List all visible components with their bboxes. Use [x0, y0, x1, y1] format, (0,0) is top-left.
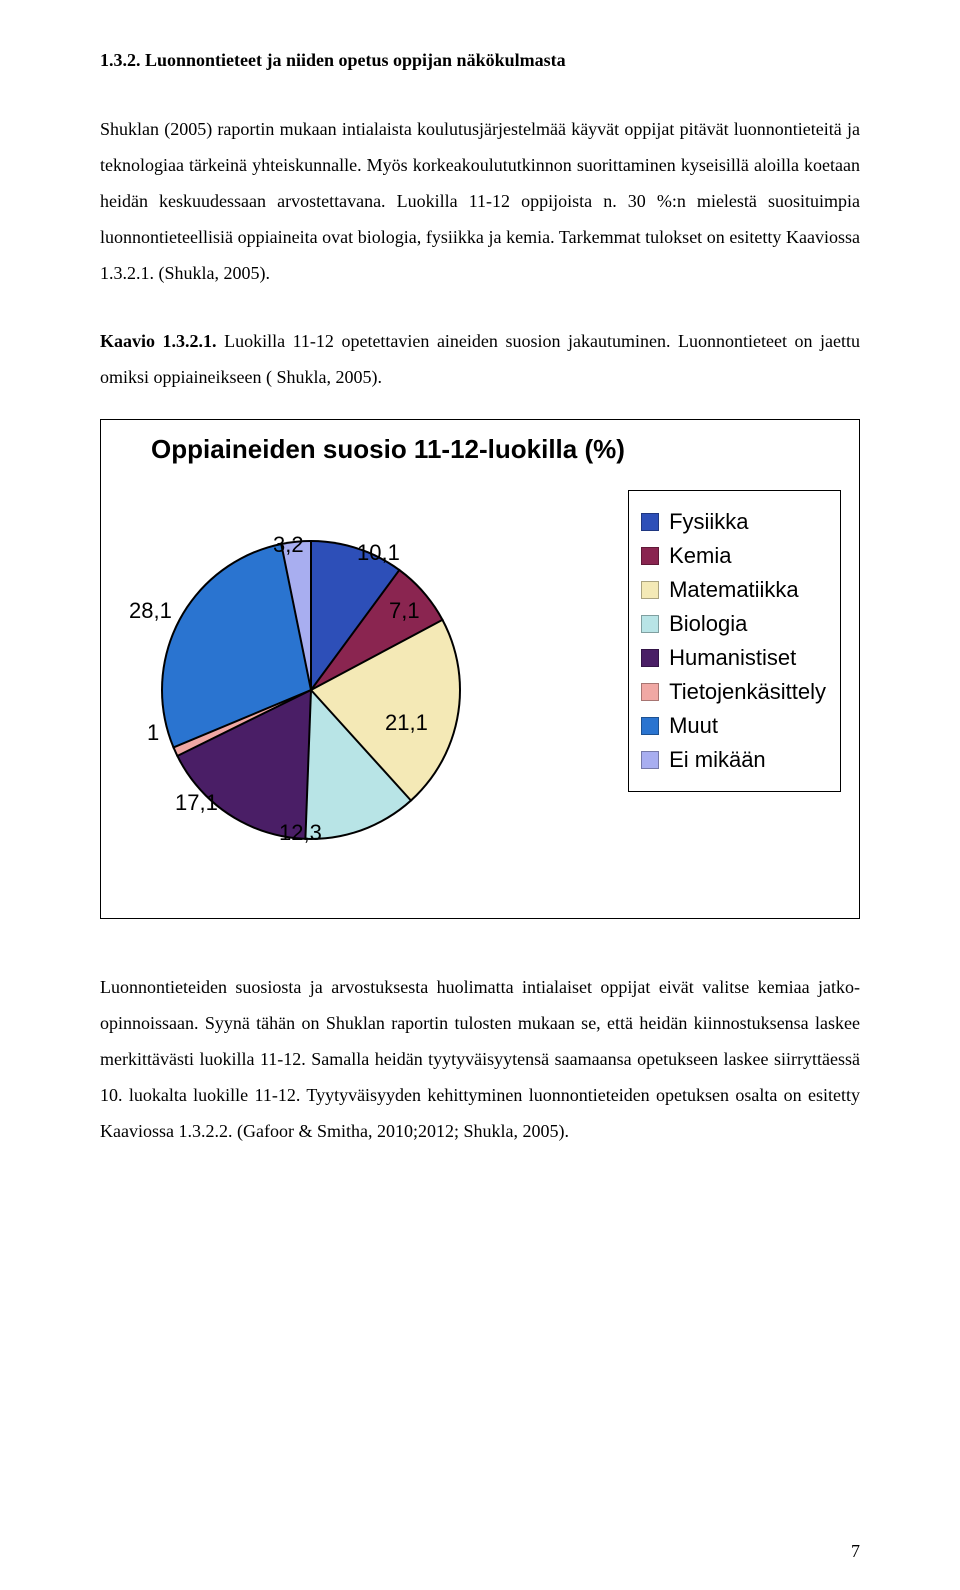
legend-item: Kemia: [641, 543, 826, 569]
legend-label: Muut: [669, 713, 718, 739]
chart-legend: Fysiikka Kemia Matematiikka Biologia Humanis…: [628, 490, 841, 792]
legend-item: Biologia: [641, 611, 826, 637]
legend-item: Tietojenkäsittely: [641, 679, 826, 705]
legend-swatch: [641, 717, 659, 735]
section-heading: 1.3.2. Luonnontieteet ja niiden opetus o…: [100, 50, 860, 71]
legend-label: Biologia: [669, 611, 747, 637]
legend-swatch: [641, 581, 659, 599]
legend-item: Fysiikka: [641, 509, 826, 535]
legend-item: Matematiikka: [641, 577, 826, 603]
legend-label: Kemia: [669, 543, 731, 569]
paragraph-1: Shuklan (2005) raportin mukaan intialais…: [100, 111, 860, 291]
legend-label: Tietojenkäsittely: [669, 679, 826, 705]
legend-label: Ei mikään: [669, 747, 766, 773]
pie-value-label: 10,1: [357, 540, 400, 566]
legend-label: Fysiikka: [669, 509, 748, 535]
pie-value-label: 17,1: [175, 790, 218, 816]
legend-item: Muut: [641, 713, 826, 739]
pie-value-label: 1: [147, 720, 159, 746]
legend-label: Matematiikka: [669, 577, 799, 603]
legend-swatch: [641, 649, 659, 667]
pie-value-label: 3,2: [273, 532, 304, 558]
legend-swatch: [641, 751, 659, 769]
pie-divider: [310, 540, 312, 690]
legend-swatch: [641, 547, 659, 565]
pie-value-label: 7,1: [389, 598, 420, 624]
chart-caption: Kaavio 1.3.2.1. Luokilla 11-12 opetettav…: [100, 323, 860, 395]
chart-title: Oppiaineiden suosio 11-12-luokilla (%): [151, 434, 625, 465]
caption-lead: Kaavio 1.3.2.1.: [100, 331, 217, 351]
pie-value-label: 12,3: [279, 820, 322, 846]
page-number: 7: [851, 1541, 860, 1562]
legend-swatch: [641, 683, 659, 701]
legend-swatch: [641, 615, 659, 633]
paragraph-2: Luonnontieteiden suosiosta ja arvostukse…: [100, 969, 860, 1149]
pie-value-label: 28,1: [129, 598, 172, 624]
pie-value-label: 21,1: [385, 710, 428, 736]
legend-item: Ei mikään: [641, 747, 826, 773]
legend-swatch: [641, 513, 659, 531]
legend-item: Humanistiset: [641, 645, 826, 671]
pie-chart-frame: Oppiaineiden suosio 11-12-luokilla (%) 1…: [100, 419, 860, 919]
legend-label: Humanistiset: [669, 645, 796, 671]
